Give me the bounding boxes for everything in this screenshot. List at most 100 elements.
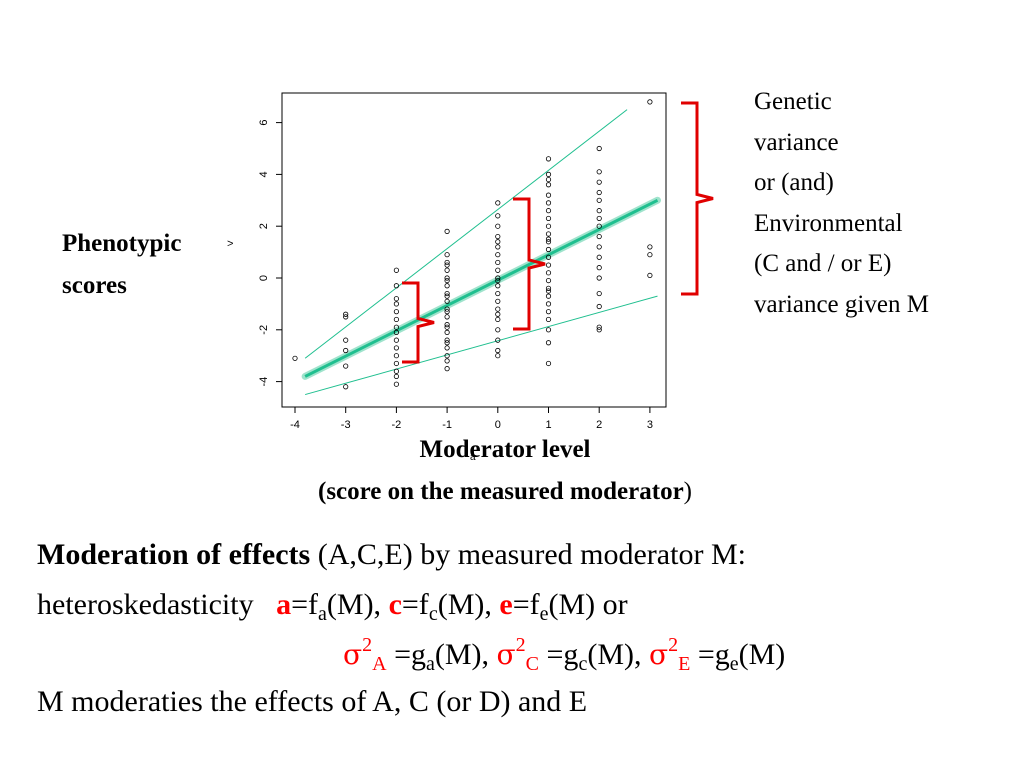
data-point: [393, 345, 399, 351]
caption-line1-rest: (A,C,E) by measured moderator M:: [310, 538, 746, 571]
data-point: [495, 316, 501, 323]
data-point: [444, 262, 450, 268]
data-point: [444, 267, 450, 273]
data-point: [647, 99, 653, 105]
data-point: [495, 337, 501, 343]
x-axis-label: Moderator level: [419, 436, 591, 463]
caption-m: (M) or: [548, 588, 628, 621]
data-point: [495, 306, 501, 312]
regression-lines: [301, 109, 662, 396]
y-tick-label: 2: [258, 223, 270, 229]
data-point: [647, 244, 653, 250]
data-point: [495, 311, 501, 317]
data-point: [444, 293, 450, 299]
x-tick-label: 3: [647, 419, 653, 431]
data-point: [545, 293, 552, 299]
data-point: [647, 252, 653, 258]
x-tick-label: -2: [392, 419, 402, 431]
data-point: [495, 252, 501, 258]
data-point: [343, 311, 349, 317]
data-point: [444, 314, 450, 320]
data-point: [444, 358, 450, 364]
data-point: [545, 208, 552, 214]
sigma-symbol: σ: [343, 638, 363, 671]
data-point: [596, 223, 602, 229]
sigma-sup: 2: [362, 634, 373, 656]
caption-m: (M),: [437, 588, 500, 621]
data-point: [545, 288, 552, 294]
data-point: [545, 223, 552, 229]
data-point: [444, 228, 450, 234]
data-point: [596, 275, 602, 281]
side-note-line: Genetic: [754, 88, 832, 115]
data-point: [495, 244, 501, 250]
curly-bracket: [681, 101, 714, 296]
data-point: [393, 353, 399, 359]
data-point: [444, 277, 450, 284]
side-note-line: or (and): [754, 169, 834, 197]
data-point: [545, 239, 552, 245]
sigma-sup: 2: [515, 634, 526, 656]
data-point: [596, 145, 602, 152]
data-point: [444, 275, 450, 281]
data-point: [444, 290, 450, 297]
data-point: [393, 316, 399, 323]
data-point: [545, 231, 552, 237]
data-point: [495, 239, 501, 245]
data-point: [393, 296, 399, 302]
data-point: [495, 283, 501, 289]
caption-m: (M): [738, 638, 786, 671]
caption-sub-e: e: [539, 603, 549, 625]
data-point: [495, 290, 501, 297]
data-point: [596, 303, 602, 310]
plot-frame: [281, 92, 667, 408]
data-point: [545, 270, 552, 276]
data-point: [343, 314, 349, 320]
data-point: [596, 179, 602, 185]
data-point: [647, 272, 653, 279]
x-tick-label: 2: [596, 419, 602, 431]
data-point: [393, 381, 399, 387]
y-tick-label: 4: [258, 171, 270, 177]
data-point: [444, 259, 450, 266]
data-point: [444, 337, 450, 343]
side-note-line: variance: [754, 128, 839, 156]
caption-line4: M moderaties the effects of A, C (or D) …: [37, 685, 588, 718]
y-axis-label-line2: scores: [62, 272, 127, 299]
sigma-symbol: σ: [496, 638, 516, 671]
data-point: [444, 252, 450, 258]
caption-eq: =f: [291, 588, 319, 621]
data-point: [545, 200, 552, 206]
data-point: [545, 277, 552, 284]
data-point: [495, 277, 501, 284]
data-point: [495, 259, 501, 266]
caption-g-sub: c: [578, 653, 588, 675]
data-point: [393, 267, 399, 273]
data-point: [495, 353, 501, 359]
x-tick-label: -3: [341, 419, 351, 431]
data-point: [596, 327, 602, 333]
caption-hetero: heteroskedasticity: [37, 588, 254, 621]
data-point: [596, 169, 602, 175]
y-axis-label: Phenotypic scores: [62, 223, 181, 307]
data-point: [545, 327, 552, 333]
data-point: [596, 233, 602, 240]
x-axis: -4 -3 -2 -1 0 1 2 3: [290, 407, 653, 431]
caption-eq: =f: [512, 588, 540, 621]
side-note: Genetic variance or (and) Environmental …: [754, 82, 1019, 326]
y-tick-label: -4: [258, 377, 270, 387]
data-point: [444, 340, 450, 346]
caption-m: (M),: [587, 638, 649, 671]
sigma-sup: 2: [668, 634, 679, 656]
data-point: [444, 298, 450, 304]
data-point: [596, 215, 602, 222]
side-note-line: Environmental: [754, 209, 903, 237]
x-tick-label: 0: [495, 419, 501, 431]
data-point: [545, 215, 552, 222]
data-point: [545, 236, 552, 242]
data-point: [545, 254, 552, 260]
data-point: [596, 324, 602, 330]
data-point: [393, 309, 399, 315]
caption-c: c: [388, 588, 402, 621]
